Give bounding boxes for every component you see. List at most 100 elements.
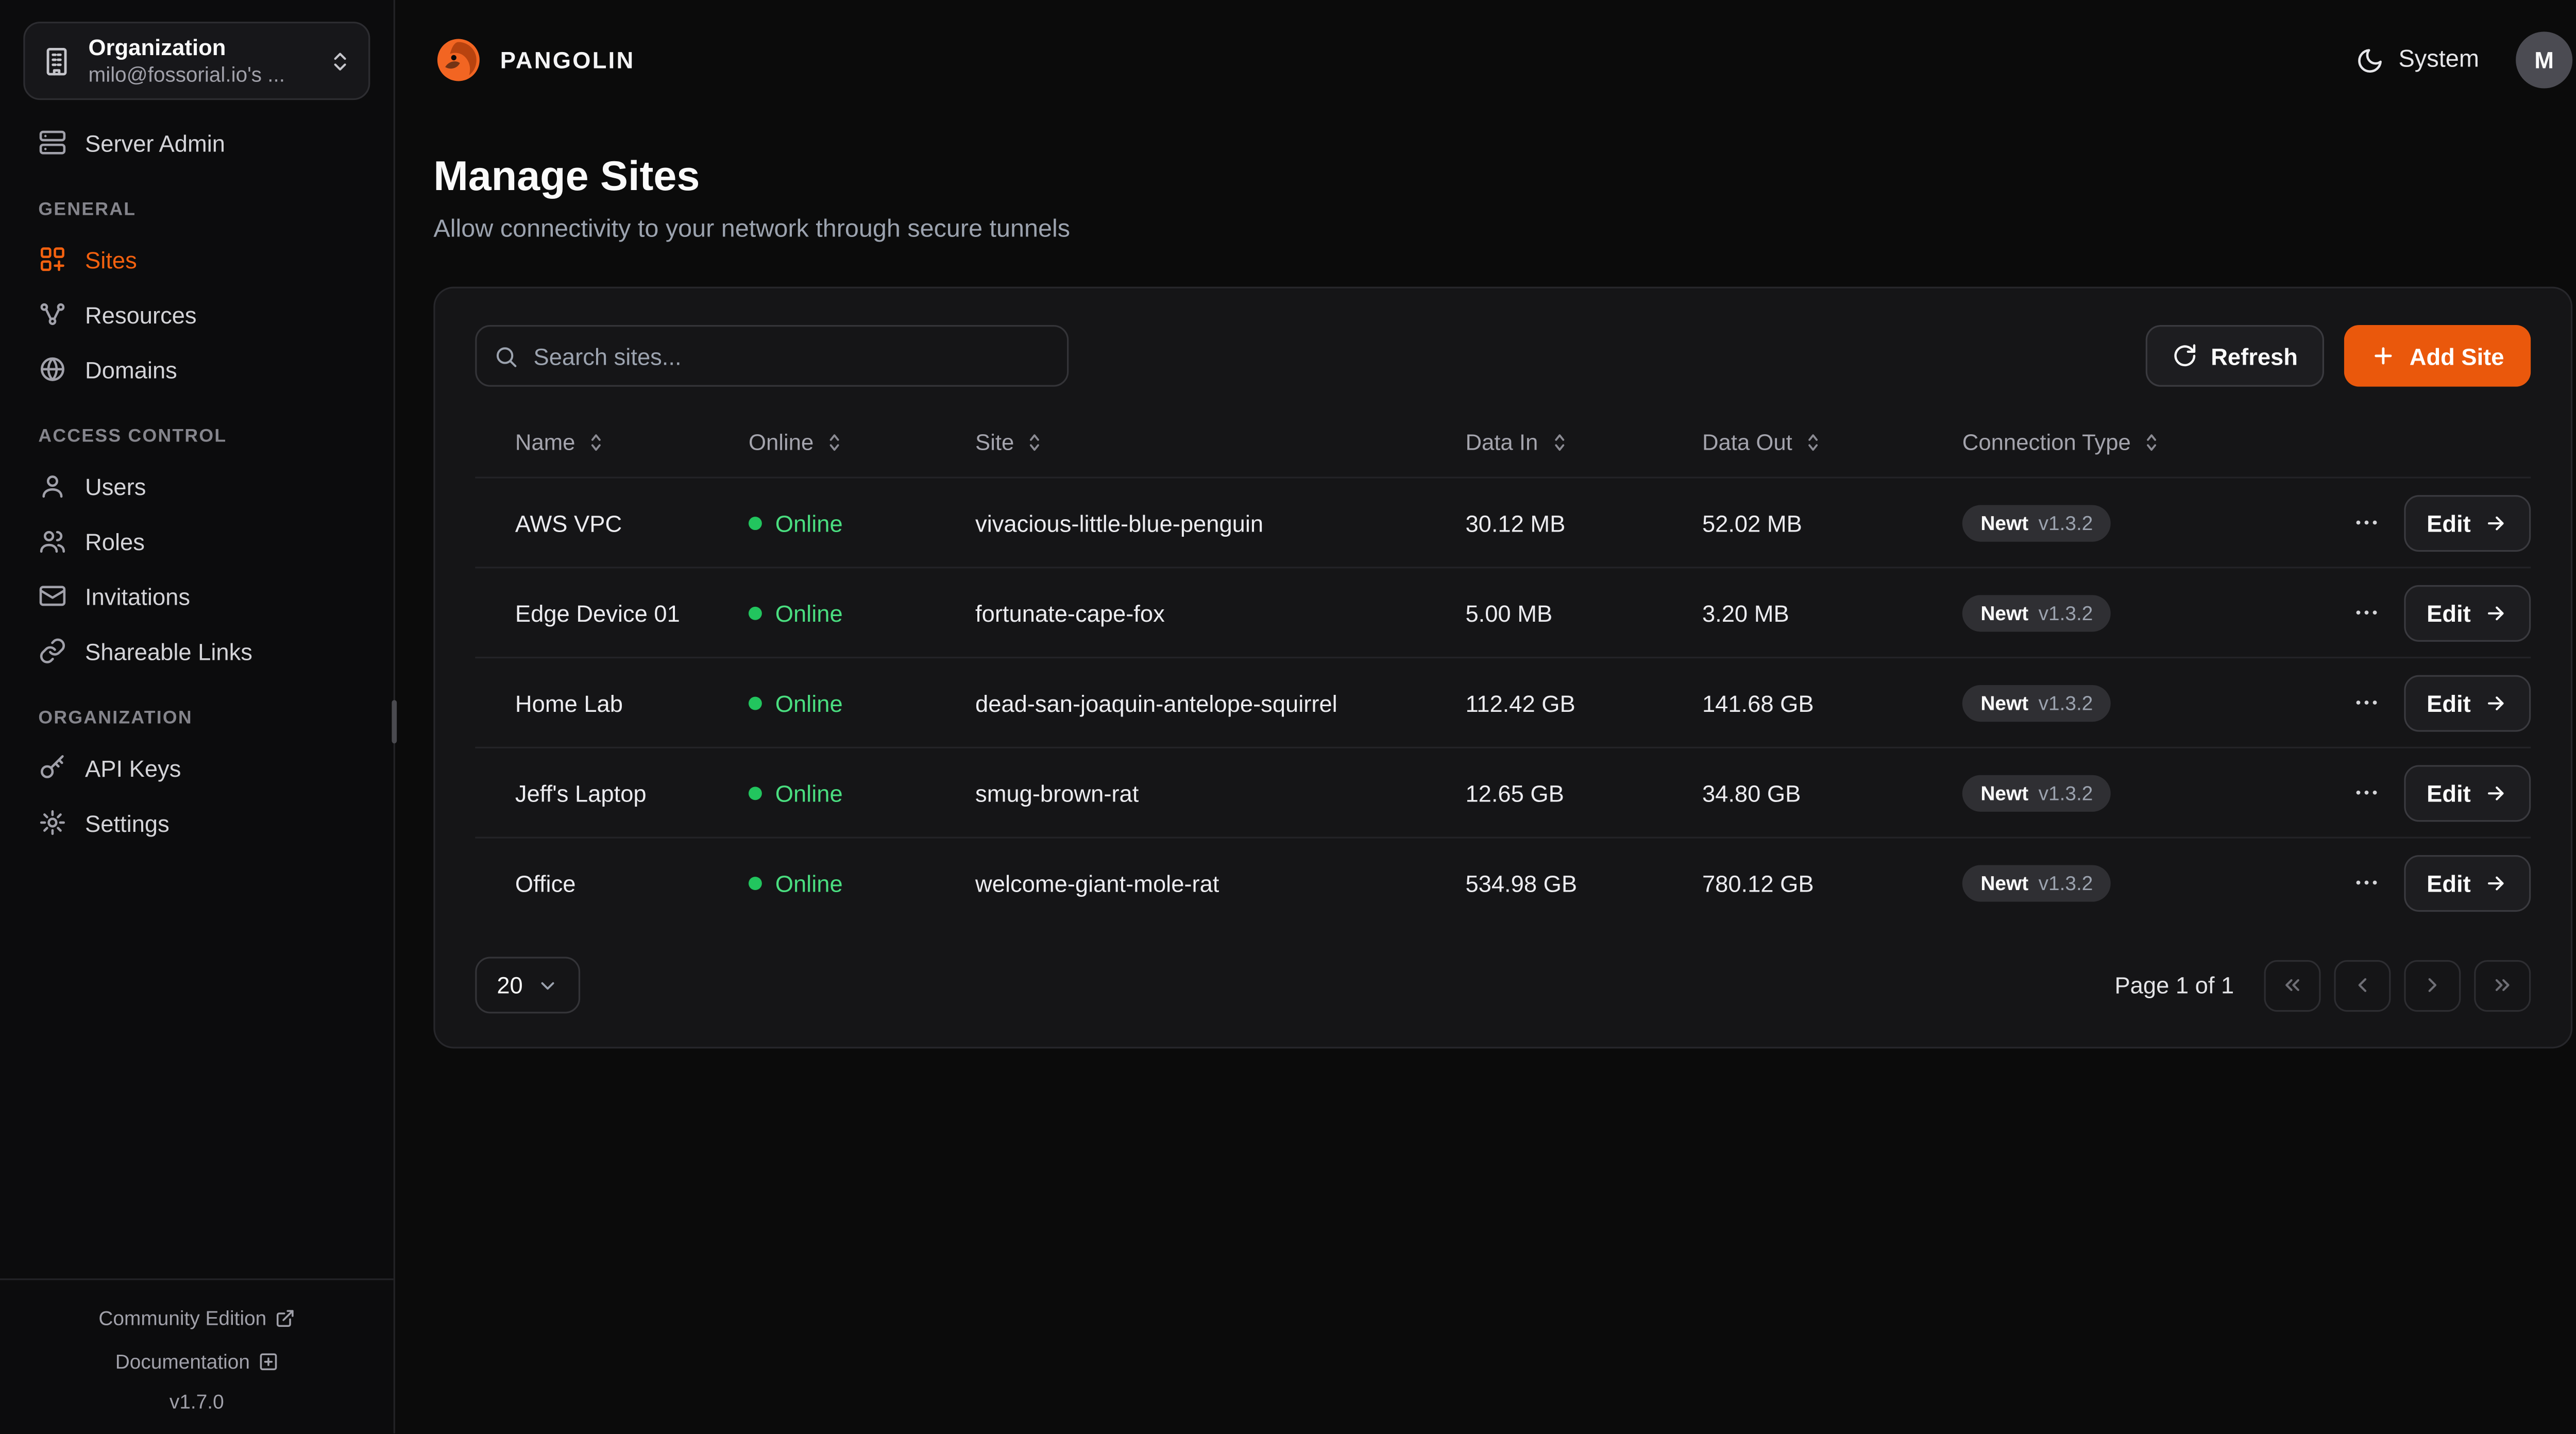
connection-type-badge: Newt v1.3.2 bbox=[1962, 684, 2111, 721]
column-label: Name bbox=[515, 429, 575, 454]
arrow-right-icon bbox=[2484, 871, 2507, 894]
page-size-value: 20 bbox=[497, 971, 523, 999]
edit-button[interactable]: Edit bbox=[2403, 764, 2531, 821]
edit-button[interactable]: Edit bbox=[2403, 674, 2531, 731]
sidebar-item-settings[interactable]: Settings bbox=[23, 797, 370, 848]
table-row: Edge Device 01 Online fortunate-cape-fox… bbox=[475, 567, 2531, 657]
table-header: Name Online Site Data In Data Out bbox=[475, 407, 2531, 477]
sidebar-item-label: Server Admin bbox=[85, 129, 226, 156]
sidebar-resize-handle[interactable] bbox=[392, 700, 397, 744]
sidebar-item-label: Shareable Links bbox=[85, 637, 252, 664]
page-title: Manage Sites bbox=[433, 153, 700, 200]
pagination: Page 1 of 1 bbox=[2114, 959, 2531, 1011]
documentation-link[interactable]: Documentation bbox=[115, 1345, 278, 1378]
cell-online: Online bbox=[708, 689, 935, 716]
community-edition-link[interactable]: Community Edition bbox=[98, 1302, 295, 1335]
org-selector-text: Organization milo@fossorial.io's ... bbox=[89, 35, 312, 87]
documentation-label: Documentation bbox=[115, 1350, 250, 1374]
column-label: Site bbox=[975, 429, 1014, 454]
cell-data-in: 30.12 MB bbox=[1465, 509, 1566, 536]
cell-online: Online bbox=[708, 779, 935, 806]
org-name: Organization bbox=[88, 35, 226, 60]
theme-toggle[interactable]: System bbox=[2355, 46, 2479, 74]
sidebar-item-shareable-links[interactable]: Shareable Links bbox=[23, 625, 370, 677]
sidebar-item-sites[interactable]: Sites bbox=[23, 233, 370, 285]
row-menu-button[interactable] bbox=[2343, 502, 2391, 543]
row-menu-button[interactable] bbox=[2343, 682, 2391, 724]
table-row: AWS VPC Online vivacious-little-blue-pen… bbox=[475, 476, 2531, 567]
edit-label: Edit bbox=[2427, 779, 2471, 806]
column-header-online[interactable]: Online bbox=[708, 429, 935, 454]
cell-name: Jeff's Laptop bbox=[515, 779, 647, 806]
sidebar-nav: Server Admin GENERAL Sites Resources Do bbox=[0, 117, 394, 1278]
user-icon bbox=[38, 472, 66, 500]
section-label-organization: ORGANIZATION bbox=[38, 708, 193, 729]
online-label: Online bbox=[775, 689, 843, 716]
edit-button[interactable]: Edit bbox=[2403, 584, 2531, 641]
brand-name: PANGOLIN bbox=[500, 46, 635, 74]
sidebar-item-server-admin[interactable]: Server Admin bbox=[23, 117, 370, 168]
last-page-button[interactable] bbox=[2474, 959, 2531, 1011]
arrow-right-icon bbox=[2484, 691, 2507, 714]
cell-name: Edge Device 01 bbox=[515, 599, 680, 626]
sidebar-item-label: Sites bbox=[85, 246, 137, 273]
column-header-connection-type[interactable]: Connection Type bbox=[1922, 429, 2317, 454]
online-dot-icon bbox=[748, 876, 762, 890]
org-account: milo@fossorial.io's ... bbox=[88, 63, 285, 87]
cell-connection-type: Newt v1.3.2 bbox=[1922, 594, 2317, 631]
sidebar-item-invitations[interactable]: Invitations bbox=[23, 570, 370, 622]
edit-button[interactable]: Edit bbox=[2403, 494, 2531, 551]
arrow-right-icon bbox=[2484, 601, 2507, 624]
sidebar-item-roles[interactable]: Roles bbox=[23, 515, 370, 567]
org-selector[interactable]: Organization milo@fossorial.io's ... bbox=[23, 22, 370, 100]
refresh-button[interactable]: Refresh bbox=[2145, 325, 2325, 387]
chevrons-up-down-icon bbox=[328, 49, 351, 72]
row-menu-button[interactable] bbox=[2343, 592, 2391, 634]
row-menu-button[interactable] bbox=[2343, 772, 2391, 813]
sort-icon bbox=[2141, 431, 2162, 453]
arrow-right-icon bbox=[2484, 511, 2507, 534]
cell-site: dead-san-joaquin-antelope-squirrel bbox=[975, 689, 1337, 716]
page-size-select[interactable]: 20 bbox=[475, 957, 580, 1014]
page-subtitle: Allow connectivity to your network throu… bbox=[433, 215, 1071, 244]
cell-name: AWS VPC bbox=[515, 509, 622, 536]
edit-label: Edit bbox=[2427, 869, 2471, 896]
sort-icon bbox=[585, 431, 607, 453]
add-site-button[interactable]: Add Site bbox=[2344, 325, 2531, 387]
main-content: PANGOLIN System M Manage Sites Allow con… bbox=[395, 0, 2576, 1433]
sidebar-item-label: Roles bbox=[85, 527, 145, 554]
version-label: v1.7.0 bbox=[169, 1390, 224, 1414]
sidebar-item-label: Users bbox=[85, 472, 146, 500]
table-row: Home Lab Online dead-san-joaquin-antelop… bbox=[475, 656, 2531, 747]
sidebar-item-users[interactable]: Users bbox=[23, 460, 370, 511]
column-header-name[interactable]: Name bbox=[475, 429, 708, 454]
sort-icon bbox=[824, 431, 845, 453]
sidebar-item-label: API Keys bbox=[85, 754, 181, 781]
row-menu-button[interactable] bbox=[2343, 862, 2391, 903]
chevron-down-icon bbox=[536, 974, 558, 996]
first-page-button[interactable] bbox=[2264, 959, 2321, 1011]
sidebar-item-api-keys[interactable]: API Keys bbox=[23, 742, 370, 793]
toolbar-actions: Refresh Add Site bbox=[2145, 325, 2531, 387]
server-icon bbox=[38, 128, 66, 157]
edit-button[interactable]: Edit bbox=[2403, 854, 2531, 911]
cell-name: Office bbox=[515, 869, 576, 896]
avatar[interactable]: M bbox=[2516, 31, 2573, 89]
sidebar-item-resources[interactable]: Resources bbox=[23, 288, 370, 340]
column-header-site[interactable]: Site bbox=[935, 429, 1425, 454]
cell-site: welcome-giant-mole-rat bbox=[975, 869, 1219, 896]
column-header-data-in[interactable]: Data In bbox=[1426, 429, 1663, 454]
page-info: Page 1 of 1 bbox=[2114, 971, 2234, 999]
brand-logo-link[interactable]: PANGOLIN bbox=[433, 35, 635, 85]
column-header-data-out[interactable]: Data Out bbox=[1662, 429, 1922, 454]
cell-data-in: 5.00 MB bbox=[1465, 599, 1553, 626]
key-icon bbox=[38, 754, 66, 782]
next-page-button[interactable] bbox=[2404, 959, 2461, 1011]
column-label: Data Out bbox=[1702, 429, 1792, 454]
sidebar-item-domains[interactable]: Domains bbox=[23, 344, 370, 395]
previous-page-button[interactable] bbox=[2334, 959, 2391, 1011]
column-label: Online bbox=[748, 429, 814, 454]
search-input[interactable] bbox=[475, 325, 1069, 387]
online-dot-icon bbox=[748, 696, 762, 709]
